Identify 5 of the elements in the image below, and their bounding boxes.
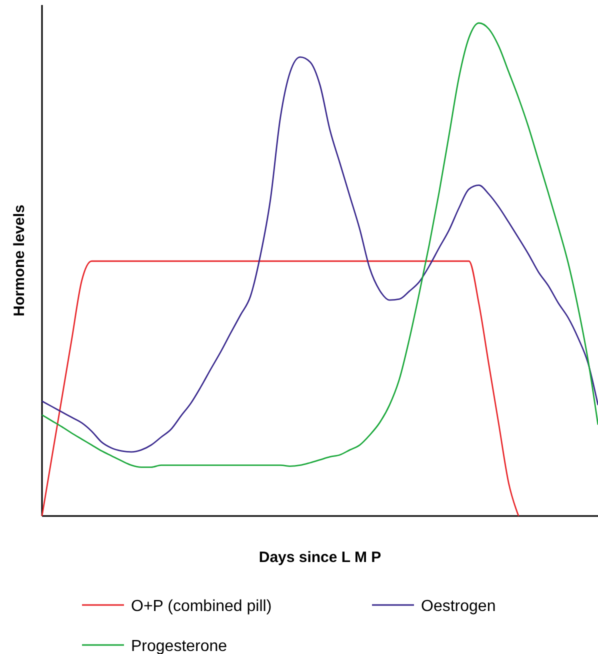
- y-axis-title: Hormone levels: [11, 204, 28, 316]
- legend-label: O+P (combined pill): [131, 598, 272, 615]
- legend-label: Progesterone: [131, 638, 228, 654]
- x-axis-title: Days since L M P: [258, 549, 382, 566]
- legend-label: Oestrogen: [421, 598, 496, 615]
